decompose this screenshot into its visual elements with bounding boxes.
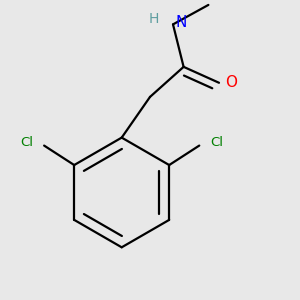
- Text: H: H: [148, 12, 159, 26]
- Text: N: N: [176, 15, 187, 30]
- Text: Cl: Cl: [20, 136, 34, 149]
- Text: O: O: [225, 75, 237, 90]
- Text: Cl: Cl: [210, 136, 223, 149]
